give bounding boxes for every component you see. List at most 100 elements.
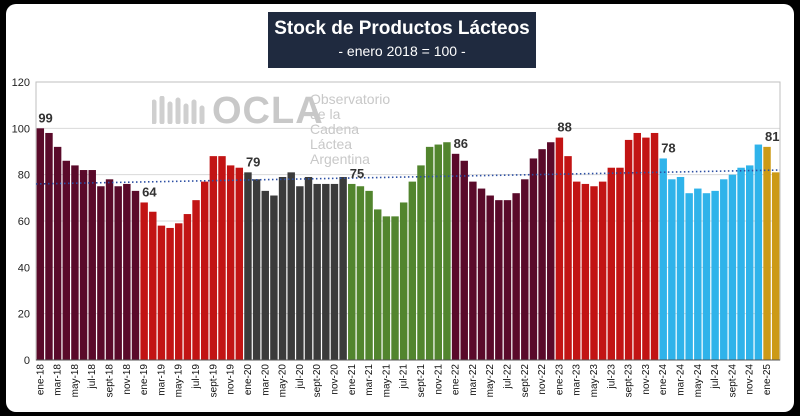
x-tick-label: nov-24: [745, 364, 756, 395]
y-tick-label: 0: [24, 355, 30, 367]
bar: [555, 137, 564, 360]
x-tick-label: nov-19: [226, 364, 237, 395]
bar: [399, 202, 408, 360]
bar: [79, 170, 88, 360]
bar: [88, 170, 96, 360]
bar: [720, 179, 728, 360]
chart-subtitle: - enero 2018 = 100 -: [338, 43, 466, 59]
bar: [114, 186, 122, 360]
bar: [763, 146, 771, 360]
x-tick-label: nov-20: [329, 364, 340, 395]
y-tick-label: 40: [18, 262, 30, 274]
x-tick-label: may-24: [693, 364, 704, 398]
bar: [365, 190, 373, 360]
bar: [382, 216, 391, 360]
data-label: 81: [765, 129, 779, 144]
bar: [348, 183, 356, 360]
watermark-line1: Observatorio: [310, 91, 391, 107]
bar: [140, 202, 148, 360]
bar: [685, 193, 693, 360]
bar: [425, 146, 434, 360]
x-tick-label: mar-18: [53, 364, 64, 396]
chart-frame: 0 20 40 60 80 100 120 ene-18 mar-18 may-18 jul-18 s…: [6, 4, 794, 412]
x-tick-label: jul-24: [710, 364, 721, 390]
bar: [417, 165, 425, 360]
bar: [183, 214, 192, 360]
x-tick-label: mar-21: [364, 364, 375, 396]
chart-title: Stock de Productos Lácteos: [274, 18, 530, 39]
y-tick-label: 20: [18, 309, 30, 321]
bar: [175, 223, 183, 360]
bar: [157, 225, 166, 360]
trend-line: [35, 169, 781, 185]
x-tick-label: jul-23: [606, 364, 617, 390]
bar: [123, 183, 131, 360]
bar: [668, 179, 676, 360]
bar: [36, 128, 45, 360]
bar: [356, 186, 365, 360]
bar: [434, 144, 442, 360]
x-tick-label: sept-24: [727, 364, 738, 398]
bar: [374, 209, 382, 360]
x-tick-label: sept-21: [416, 364, 427, 398]
x-tick-label: sept-20: [312, 364, 323, 398]
bar: [287, 172, 295, 360]
bar: [408, 181, 417, 360]
x-tick-label: may-18: [70, 364, 81, 398]
bar: [746, 165, 754, 360]
bar: [451, 153, 460, 360]
bar: [296, 186, 304, 360]
bar: [244, 172, 252, 360]
x-tick-label: ene-25: [762, 364, 773, 396]
bar: [53, 146, 62, 360]
y-tick-label: 120: [12, 77, 30, 89]
bar: [737, 167, 745, 360]
bar: [728, 174, 737, 360]
x-tick-label: may-21: [381, 364, 392, 398]
y-tick-label: 60: [18, 216, 30, 228]
x-tick-label: nov-23: [641, 364, 652, 395]
bar: [209, 156, 218, 360]
x-tick-label: may-20: [278, 364, 289, 398]
x-tick-label: nov-22: [537, 364, 548, 395]
x-tick-label: ene-21: [347, 364, 358, 396]
x-tick-label: ene-20: [243, 364, 254, 396]
watermark-line2: de la Cadena Láctea: [310, 106, 360, 152]
bar: [105, 179, 114, 360]
x-tick-label: nov-18: [122, 364, 133, 395]
bar: [45, 132, 53, 360]
x-tick-label: sept-23: [624, 364, 635, 398]
bar: [477, 188, 486, 360]
bar: [633, 132, 641, 360]
bar: [252, 179, 261, 360]
bar: [339, 176, 347, 360]
bar: [616, 167, 624, 360]
bar: [694, 188, 702, 360]
x-tick-label: ene-22: [451, 364, 462, 396]
bar: [581, 183, 590, 360]
x-tick-label: sept-18: [105, 364, 116, 398]
bar: [261, 190, 269, 360]
x-tick-label: ene-18: [35, 364, 46, 396]
x-tick-label: jul-21: [399, 364, 410, 390]
bar: [330, 183, 339, 360]
bar: [391, 216, 399, 360]
bar: [226, 165, 235, 360]
y-tick-label: 80: [18, 170, 30, 182]
bar: [192, 200, 200, 360]
bar: [131, 190, 140, 360]
x-tick-label: sept-22: [520, 364, 531, 398]
x-tick-label: may-22: [485, 364, 496, 398]
data-label: 79: [246, 154, 260, 169]
x-tick-label: mar-24: [676, 364, 687, 396]
title-box: Stock de Productos Lácteos - enero 2018 …: [268, 12, 536, 68]
x-tick-label: jul-22: [502, 364, 513, 390]
bar: [538, 149, 546, 360]
bar: [235, 167, 244, 360]
data-label: 88: [557, 120, 571, 135]
bar: [659, 158, 667, 360]
y-tick-label: 100: [12, 123, 30, 135]
bar: [650, 132, 659, 360]
bar: [529, 158, 538, 360]
bar: [495, 200, 503, 360]
